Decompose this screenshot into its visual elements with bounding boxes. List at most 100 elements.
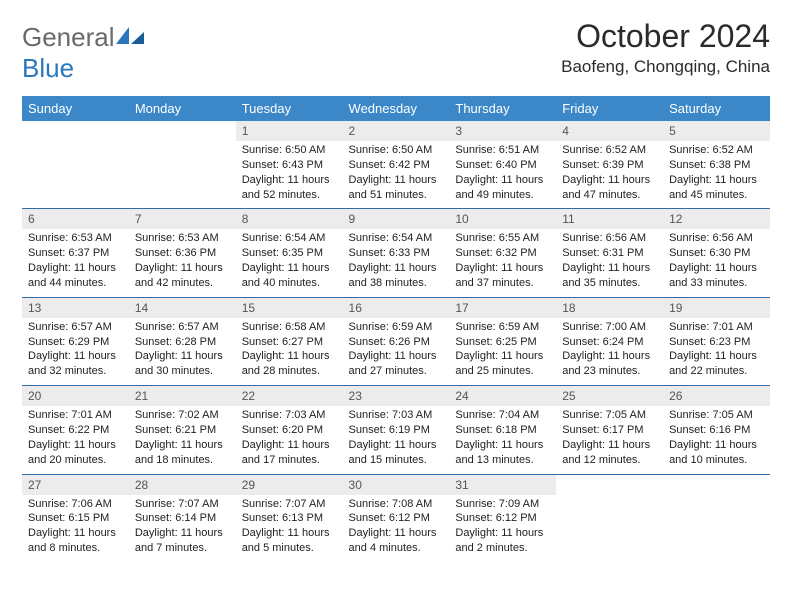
day-number [129, 121, 236, 141]
daylight-text: Daylight: 11 hours and 33 minutes. [669, 261, 764, 291]
day-body: Sunrise: 7:06 AMSunset: 6:15 PMDaylight:… [22, 495, 129, 562]
sunset-text: Sunset: 6:13 PM [242, 511, 337, 526]
sunset-text: Sunset: 6:38 PM [669, 158, 764, 173]
daylight-text: Daylight: 11 hours and 8 minutes. [28, 526, 123, 556]
day-body: Sunrise: 6:52 AMSunset: 6:38 PMDaylight:… [663, 141, 770, 208]
calendar-day-cell: 11Sunrise: 6:56 AMSunset: 6:31 PMDayligh… [556, 209, 663, 297]
sunset-text: Sunset: 6:35 PM [242, 246, 337, 261]
sunrise-text: Sunrise: 6:59 AM [349, 320, 444, 335]
daylight-text: Daylight: 11 hours and 42 minutes. [135, 261, 230, 291]
sunset-text: Sunset: 6:15 PM [28, 511, 123, 526]
sunset-text: Sunset: 6:42 PM [349, 158, 444, 173]
day-number: 19 [663, 298, 770, 318]
day-body: Sunrise: 6:57 AMSunset: 6:28 PMDaylight:… [129, 318, 236, 385]
calendar-day-cell: 22Sunrise: 7:03 AMSunset: 6:20 PMDayligh… [236, 386, 343, 474]
sunrise-text: Sunrise: 6:56 AM [669, 231, 764, 246]
sunrise-text: Sunrise: 7:01 AM [669, 320, 764, 335]
logo-text-blue: Blue [22, 53, 74, 83]
calendar-day-cell: 13Sunrise: 6:57 AMSunset: 6:29 PMDayligh… [22, 297, 129, 385]
sunset-text: Sunset: 6:24 PM [562, 335, 657, 350]
calendar-day-cell [663, 474, 770, 562]
day-number: 16 [343, 298, 450, 318]
weekday-header: Friday [556, 96, 663, 121]
calendar-day-cell: 17Sunrise: 6:59 AMSunset: 6:25 PMDayligh… [449, 297, 556, 385]
calendar-day-cell: 29Sunrise: 7:07 AMSunset: 6:13 PMDayligh… [236, 474, 343, 562]
sunrise-text: Sunrise: 6:52 AM [562, 143, 657, 158]
sunrise-text: Sunrise: 7:09 AM [455, 497, 550, 512]
calendar-day-cell: 10Sunrise: 6:55 AMSunset: 6:32 PMDayligh… [449, 209, 556, 297]
day-body: Sunrise: 6:53 AMSunset: 6:36 PMDaylight:… [129, 229, 236, 296]
daylight-text: Daylight: 11 hours and 12 minutes. [562, 438, 657, 468]
weekday-header: Wednesday [343, 96, 450, 121]
day-body: Sunrise: 6:53 AMSunset: 6:37 PMDaylight:… [22, 229, 129, 296]
day-body: Sunrise: 7:01 AMSunset: 6:23 PMDaylight:… [663, 318, 770, 385]
sunset-text: Sunset: 6:17 PM [562, 423, 657, 438]
calendar-day-cell: 1Sunrise: 6:50 AMSunset: 6:43 PMDaylight… [236, 121, 343, 209]
day-body: Sunrise: 6:54 AMSunset: 6:33 PMDaylight:… [343, 229, 450, 296]
day-body: Sunrise: 6:56 AMSunset: 6:30 PMDaylight:… [663, 229, 770, 296]
daylight-text: Daylight: 11 hours and 32 minutes. [28, 349, 123, 379]
sunrise-text: Sunrise: 6:54 AM [242, 231, 337, 246]
sunset-text: Sunset: 6:14 PM [135, 511, 230, 526]
day-body: Sunrise: 7:07 AMSunset: 6:13 PMDaylight:… [236, 495, 343, 562]
calendar-day-cell: 16Sunrise: 6:59 AMSunset: 6:26 PMDayligh… [343, 297, 450, 385]
day-number: 2 [343, 121, 450, 141]
sunset-text: Sunset: 6:28 PM [135, 335, 230, 350]
logo: General Blue [22, 18, 145, 84]
day-number: 20 [22, 386, 129, 406]
day-body: Sunrise: 7:05 AMSunset: 6:16 PMDaylight:… [663, 406, 770, 473]
day-body: Sunrise: 6:58 AMSunset: 6:27 PMDaylight:… [236, 318, 343, 385]
sunrise-text: Sunrise: 6:57 AM [135, 320, 230, 335]
daylight-text: Daylight: 11 hours and 22 minutes. [669, 349, 764, 379]
day-number [556, 475, 663, 495]
calendar-day-cell: 30Sunrise: 7:08 AMSunset: 6:12 PMDayligh… [343, 474, 450, 562]
calendar-day-cell: 20Sunrise: 7:01 AMSunset: 6:22 PMDayligh… [22, 386, 129, 474]
calendar-day-cell: 3Sunrise: 6:51 AMSunset: 6:40 PMDaylight… [449, 121, 556, 209]
calendar-day-cell: 24Sunrise: 7:04 AMSunset: 6:18 PMDayligh… [449, 386, 556, 474]
calendar-day-cell: 7Sunrise: 6:53 AMSunset: 6:36 PMDaylight… [129, 209, 236, 297]
sunset-text: Sunset: 6:32 PM [455, 246, 550, 261]
sunset-text: Sunset: 6:22 PM [28, 423, 123, 438]
sunset-text: Sunset: 6:25 PM [455, 335, 550, 350]
calendar-day-cell: 27Sunrise: 7:06 AMSunset: 6:15 PMDayligh… [22, 474, 129, 562]
sunset-text: Sunset: 6:26 PM [349, 335, 444, 350]
day-number: 23 [343, 386, 450, 406]
title-block: October 2024 Baofeng, Chongqing, China [561, 18, 770, 77]
day-number [22, 121, 129, 141]
day-number: 4 [556, 121, 663, 141]
day-number: 18 [556, 298, 663, 318]
calendar-day-cell: 31Sunrise: 7:09 AMSunset: 6:12 PMDayligh… [449, 474, 556, 562]
day-number: 27 [22, 475, 129, 495]
calendar-day-cell: 28Sunrise: 7:07 AMSunset: 6:14 PMDayligh… [129, 474, 236, 562]
day-body: Sunrise: 7:03 AMSunset: 6:19 PMDaylight:… [343, 406, 450, 473]
sunrise-text: Sunrise: 6:52 AM [669, 143, 764, 158]
weekday-header: Thursday [449, 96, 556, 121]
sunrise-text: Sunrise: 7:08 AM [349, 497, 444, 512]
sunrise-text: Sunrise: 6:51 AM [455, 143, 550, 158]
daylight-text: Daylight: 11 hours and 28 minutes. [242, 349, 337, 379]
sunrise-text: Sunrise: 6:50 AM [242, 143, 337, 158]
day-number [663, 475, 770, 495]
calendar-week-row: 1Sunrise: 6:50 AMSunset: 6:43 PMDaylight… [22, 121, 770, 209]
daylight-text: Daylight: 11 hours and 51 minutes. [349, 173, 444, 203]
calendar-week-row: 6Sunrise: 6:53 AMSunset: 6:37 PMDaylight… [22, 209, 770, 297]
calendar-day-cell: 9Sunrise: 6:54 AMSunset: 6:33 PMDaylight… [343, 209, 450, 297]
daylight-text: Daylight: 11 hours and 52 minutes. [242, 173, 337, 203]
day-number: 5 [663, 121, 770, 141]
day-number: 14 [129, 298, 236, 318]
sunrise-text: Sunrise: 6:55 AM [455, 231, 550, 246]
calendar-day-cell: 18Sunrise: 7:00 AMSunset: 6:24 PMDayligh… [556, 297, 663, 385]
calendar-day-cell: 21Sunrise: 7:02 AMSunset: 6:21 PMDayligh… [129, 386, 236, 474]
daylight-text: Daylight: 11 hours and 49 minutes. [455, 173, 550, 203]
day-number: 26 [663, 386, 770, 406]
calendar-day-cell: 6Sunrise: 6:53 AMSunset: 6:37 PMDaylight… [22, 209, 129, 297]
sunset-text: Sunset: 6:18 PM [455, 423, 550, 438]
sunrise-text: Sunrise: 6:58 AM [242, 320, 337, 335]
calendar-day-cell: 5Sunrise: 6:52 AMSunset: 6:38 PMDaylight… [663, 121, 770, 209]
daylight-text: Daylight: 11 hours and 30 minutes. [135, 349, 230, 379]
day-number: 1 [236, 121, 343, 141]
sunset-text: Sunset: 6:39 PM [562, 158, 657, 173]
day-body [129, 141, 236, 201]
calendar-day-cell: 8Sunrise: 6:54 AMSunset: 6:35 PMDaylight… [236, 209, 343, 297]
sunrise-text: Sunrise: 6:59 AM [455, 320, 550, 335]
